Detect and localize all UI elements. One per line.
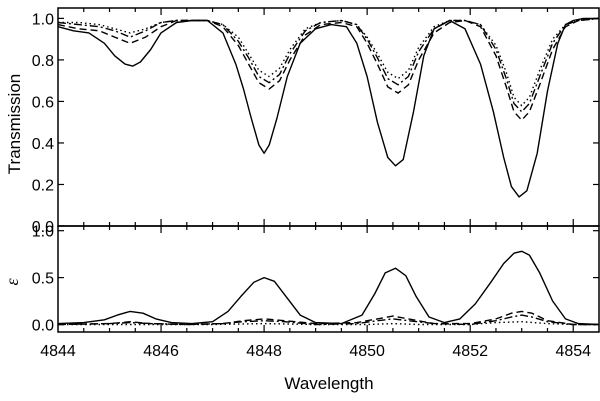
y-tick-label: 0.5 bbox=[32, 271, 54, 288]
y-tick-label: 0.2 bbox=[32, 177, 54, 194]
series-line-dash-dot bbox=[57, 17, 600, 113]
x-tick-label: 4854 bbox=[555, 343, 591, 360]
x-tick-label: 4844 bbox=[40, 343, 76, 360]
y-tick-label: 0.0 bbox=[32, 317, 54, 334]
y-tick-label: 0.4 bbox=[32, 136, 54, 153]
y-tick-label: 0.8 bbox=[32, 53, 54, 70]
series-line-dash-dot bbox=[57, 314, 599, 326]
x-tick-label: 4848 bbox=[246, 343, 282, 360]
x-tick-label: 4852 bbox=[452, 343, 488, 360]
y-tick-label: 0.6 bbox=[32, 94, 54, 111]
x-axis-label: Wavelength bbox=[284, 374, 373, 393]
plot-frame bbox=[57, 7, 600, 227]
x-tick-label: 4846 bbox=[143, 343, 179, 360]
y-axis-label-epsilon: ε bbox=[2, 278, 22, 286]
series-line-solid bbox=[57, 250, 600, 326]
y-tick-label: 1.0 bbox=[32, 11, 54, 28]
y-axis-label-transmission: Transmission bbox=[5, 74, 24, 174]
y-tick-label: 1.0 bbox=[32, 224, 54, 241]
series-line-solid bbox=[57, 17, 599, 198]
x-tick-label: 4850 bbox=[349, 343, 385, 360]
transmission-panel: 0.0 0.2 0.4 0.6 0.8 1.0 bbox=[32, 7, 600, 236]
plot-frame bbox=[57, 225, 600, 333]
y-tick-label: 0.0 bbox=[32, 219, 54, 236]
epsilon-panel: 0.0 0.5 1.0 4844 4846 4848 4850 4852 4854 bbox=[32, 224, 600, 360]
series-line-dashed bbox=[57, 17, 600, 121]
